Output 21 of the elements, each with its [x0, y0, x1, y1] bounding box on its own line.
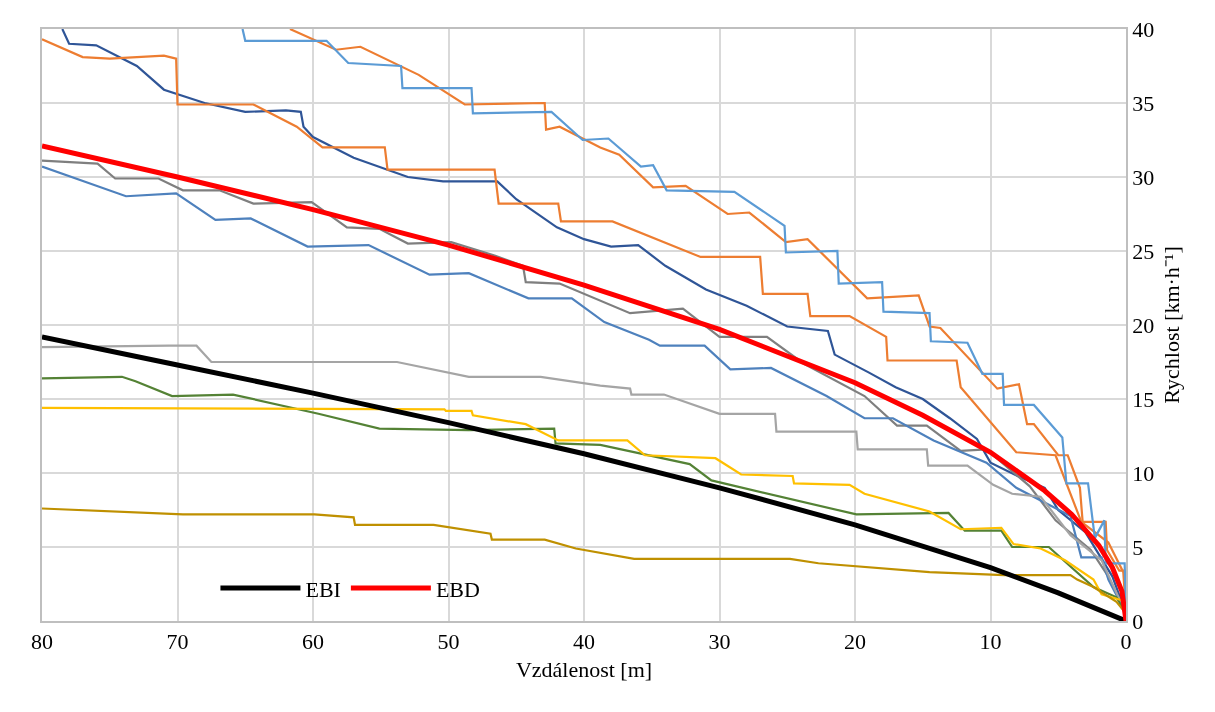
x-axis-title: Vzdálenost [m] — [515, 656, 653, 682]
y-tick-label: 5 — [1132, 534, 1144, 560]
y-tick-label: 30 — [1132, 164, 1155, 190]
x-tick-label: 20 — [844, 629, 866, 655]
legend-label: EBD — [435, 576, 480, 602]
x-tick-label: 80 — [31, 629, 53, 655]
x-tick-label: 70 — [166, 629, 189, 655]
x-tick-label: 60 — [302, 629, 324, 655]
x-tick-label: 10 — [979, 629, 1002, 655]
x-tick-label: 40 — [573, 629, 595, 655]
x-tick-label: 50 — [437, 629, 460, 655]
y-tick-label: 25 — [1132, 238, 1155, 264]
y-tick-label: 0 — [1132, 608, 1144, 634]
y-tick-label: 20 — [1132, 312, 1155, 338]
y-tick-label: 10 — [1132, 460, 1155, 486]
y-tick-label: 15 — [1132, 386, 1155, 412]
legend-label: EBI — [305, 576, 341, 602]
y-axis-title: Rychlost [km·h⁻¹] — [1158, 246, 1184, 404]
y-tick-label: 40 — [1132, 16, 1155, 42]
y-tick-label: 35 — [1132, 90, 1155, 116]
x-tick-label: 30 — [708, 629, 731, 655]
